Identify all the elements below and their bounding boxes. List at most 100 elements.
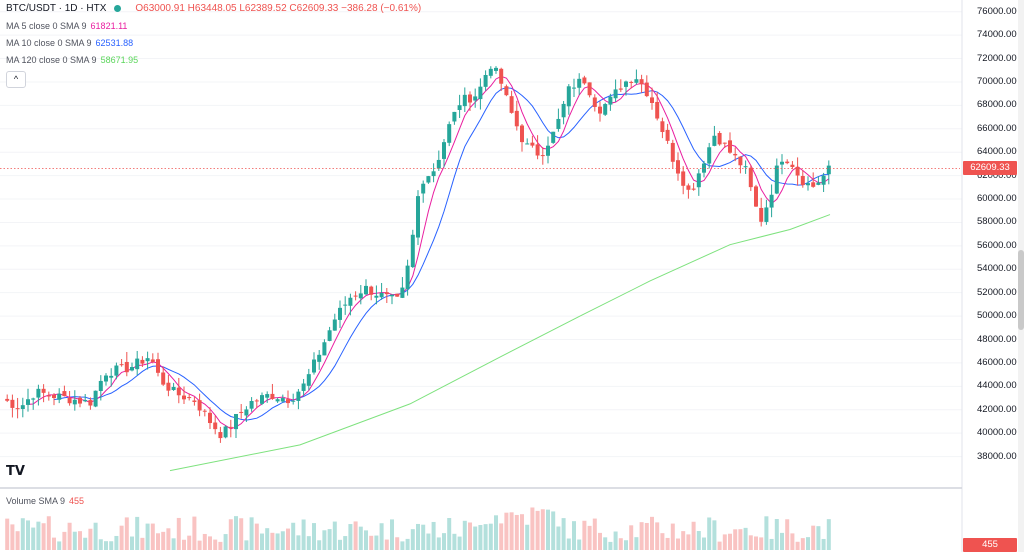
symbol-header[interactable]: BTC/USDT · 1D · HTX O63000.91 H63448.05 L… bbox=[6, 3, 421, 14]
candle-up bbox=[712, 135, 717, 146]
candle-down bbox=[717, 132, 722, 145]
candle-down bbox=[161, 372, 166, 385]
candle-up bbox=[546, 145, 550, 156]
volume-bar bbox=[249, 517, 254, 550]
candle-down bbox=[530, 142, 535, 146]
volume-bar bbox=[166, 528, 171, 550]
volume-bar bbox=[364, 530, 368, 550]
grid bbox=[0, 11, 962, 458]
candle-up bbox=[83, 399, 88, 402]
volume-bar bbox=[572, 521, 576, 550]
candle-up bbox=[410, 234, 415, 268]
volume-bar bbox=[52, 537, 56, 550]
ma5-value: 61821.11 bbox=[90, 21, 128, 31]
volume-bar bbox=[254, 523, 259, 550]
price-tick-label: 70000.00 bbox=[977, 75, 1017, 87]
volume-bar bbox=[826, 519, 831, 550]
tradingview-logo-icon[interactable]: TV bbox=[6, 464, 25, 479]
ma120-legend[interactable]: MA 120 close 0 SMA 9 58671.95 bbox=[6, 55, 138, 66]
candle-up bbox=[374, 295, 379, 298]
volume-bar bbox=[504, 512, 509, 550]
ma5-line bbox=[27, 75, 830, 430]
candle-down bbox=[239, 411, 244, 413]
candle-down bbox=[119, 364, 124, 366]
candle-up bbox=[696, 173, 701, 188]
candle-down bbox=[504, 86, 509, 96]
candle-down bbox=[795, 166, 800, 176]
volume-bar bbox=[369, 535, 374, 550]
volume-bar bbox=[436, 537, 441, 550]
candle-up bbox=[447, 124, 452, 143]
volume-bar bbox=[145, 523, 150, 550]
volume-bar bbox=[457, 536, 462, 550]
ma10-legend[interactable]: MA 10 close 0 SMA 9 62531.88 bbox=[6, 38, 133, 49]
volume-bar bbox=[660, 533, 665, 550]
candle-down bbox=[650, 97, 654, 103]
price-tick-label: 58000.00 bbox=[977, 216, 1017, 228]
volume-bar bbox=[629, 525, 634, 550]
candle-up bbox=[431, 171, 436, 177]
volume-bar bbox=[566, 538, 571, 550]
candle-down bbox=[166, 382, 171, 391]
volume-bar bbox=[301, 519, 306, 550]
scrollbar-thumb[interactable] bbox=[1018, 250, 1024, 330]
volume-bar bbox=[499, 523, 504, 550]
volume-bar bbox=[618, 538, 623, 550]
candle-up bbox=[556, 118, 561, 129]
candle-down bbox=[655, 101, 660, 119]
volume-legend[interactable]: Volume SMA 9 455 bbox=[6, 496, 84, 506]
volume-bar bbox=[187, 535, 192, 550]
volume-bar bbox=[26, 520, 30, 550]
candle-up bbox=[405, 265, 410, 290]
candle-down bbox=[353, 295, 358, 297]
volume-bar bbox=[686, 534, 691, 550]
volume-bar bbox=[514, 514, 519, 550]
candle-down bbox=[728, 140, 732, 153]
price-tick-label: 74000.00 bbox=[977, 29, 1017, 41]
volume-bar bbox=[525, 524, 530, 550]
candle-up bbox=[483, 75, 488, 87]
price-tick-label: 66000.00 bbox=[977, 122, 1017, 134]
volume-bar bbox=[41, 523, 46, 550]
candle-up bbox=[364, 285, 368, 295]
candle-up bbox=[452, 111, 457, 122]
volume-bar bbox=[561, 518, 566, 550]
volume-bar bbox=[208, 536, 212, 550]
collapse-legend-button[interactable]: ^ bbox=[6, 71, 26, 88]
candle-up bbox=[93, 390, 98, 407]
volume-bar bbox=[114, 535, 119, 550]
volume-bar bbox=[244, 540, 249, 550]
volume-bar bbox=[239, 518, 244, 550]
volume-bar bbox=[800, 538, 805, 550]
candle-down bbox=[639, 79, 644, 85]
ma5-legend[interactable]: MA 5 close 0 SMA 9 61821.11 bbox=[6, 21, 127, 32]
candle-down bbox=[670, 142, 675, 162]
candle-up bbox=[613, 89, 618, 99]
volume-bar bbox=[36, 521, 41, 550]
candle-down bbox=[46, 395, 51, 397]
volume-bar bbox=[410, 529, 415, 550]
volume-bar bbox=[488, 523, 493, 550]
volume-bar bbox=[520, 514, 524, 550]
scrollbar[interactable] bbox=[1018, 0, 1024, 552]
volume-bars bbox=[5, 507, 831, 550]
volume-bar bbox=[67, 522, 72, 550]
candle-down bbox=[124, 361, 129, 373]
volume-bar bbox=[665, 537, 670, 550]
candle-down bbox=[395, 293, 400, 297]
candle-up bbox=[36, 388, 41, 398]
volume-bar bbox=[338, 539, 342, 550]
volume-bar bbox=[312, 523, 316, 550]
price-tick-label: 60000.00 bbox=[977, 193, 1017, 205]
volume-bar bbox=[728, 533, 732, 550]
candle-down bbox=[41, 388, 46, 393]
candle-up bbox=[821, 175, 826, 185]
ma120-line bbox=[169, 214, 831, 472]
volume-value: 455 bbox=[69, 496, 85, 506]
volume-bar bbox=[223, 534, 228, 550]
volume-bar bbox=[670, 523, 675, 550]
volume-bar bbox=[104, 541, 108, 550]
price-tick-label: 50000.00 bbox=[977, 310, 1017, 322]
price-tick-label: 52000.00 bbox=[977, 286, 1017, 298]
